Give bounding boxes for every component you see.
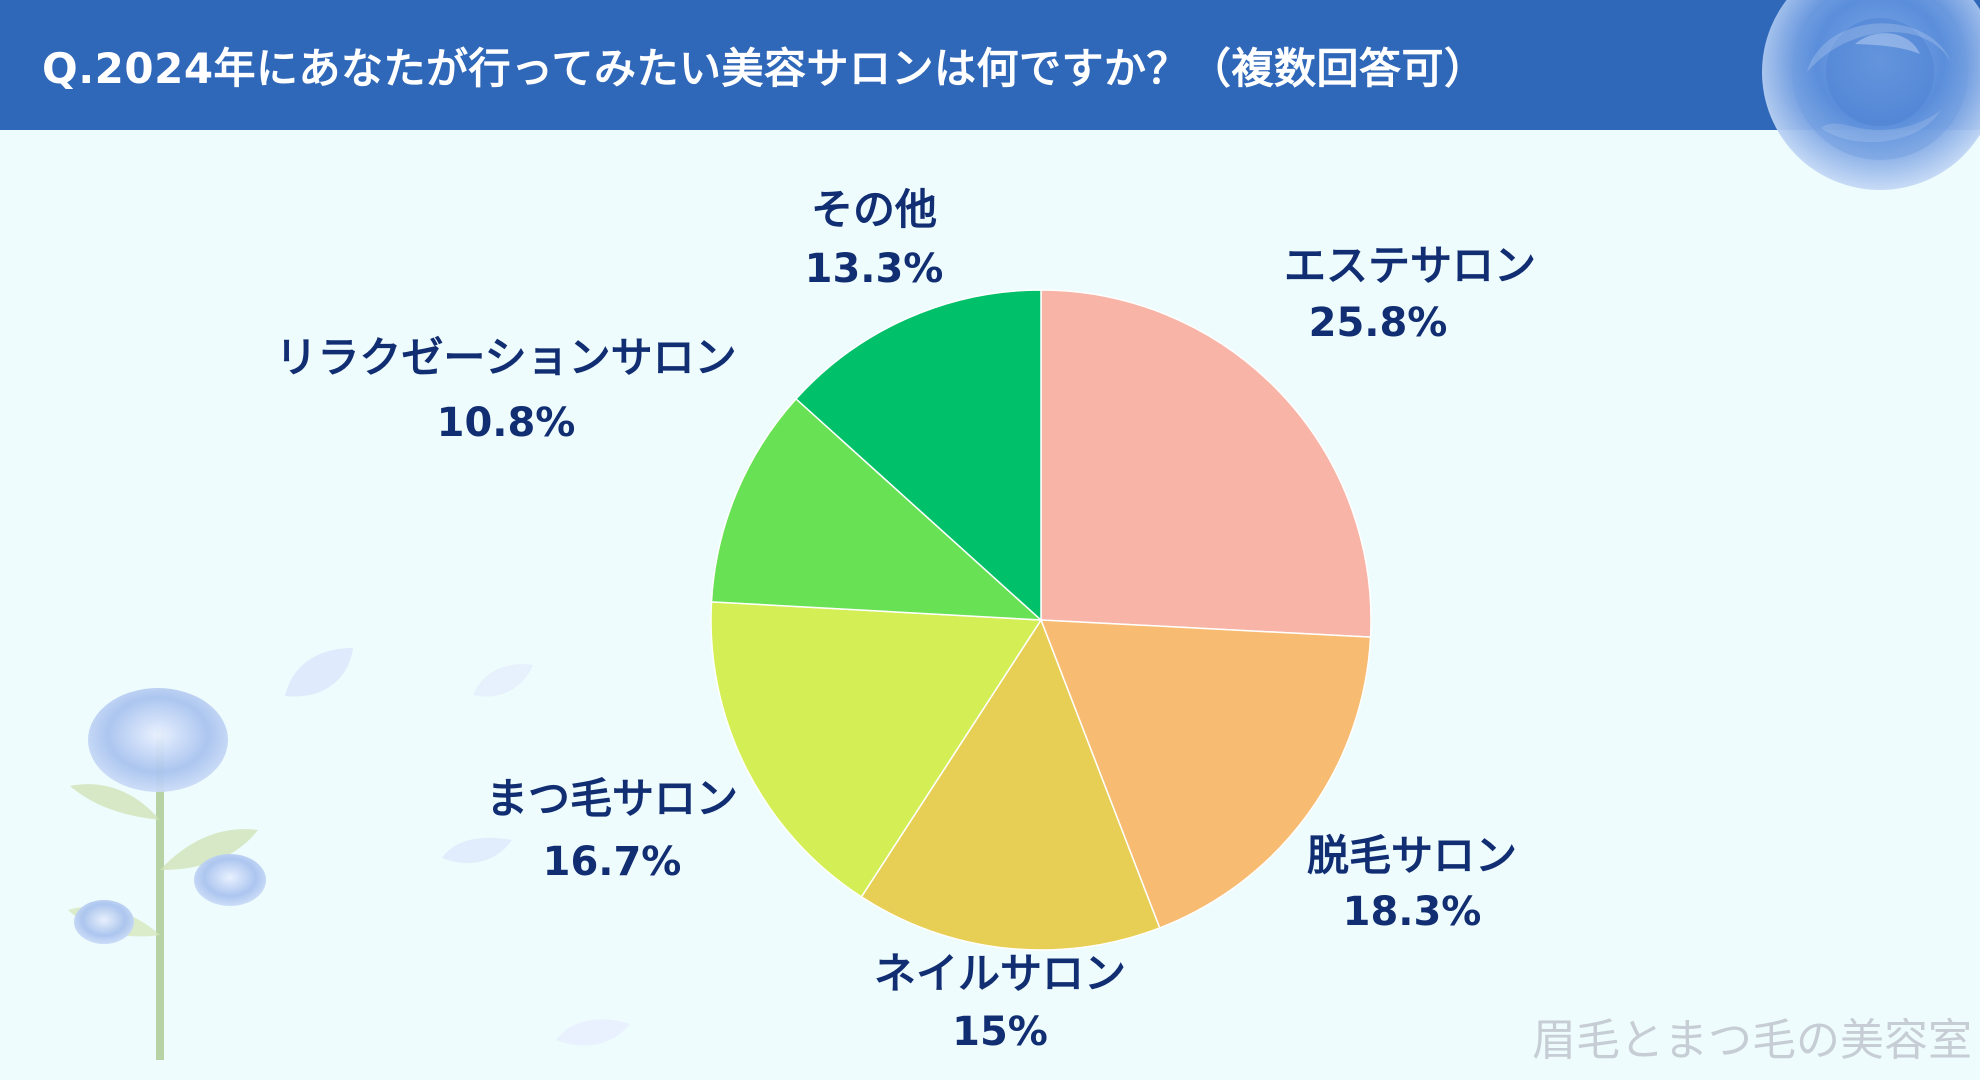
slice-label-nail: ネイルサロン <box>874 949 1126 998</box>
slice-value-hair-removal: 18.3% <box>1343 889 1482 935</box>
label-esthetic-salon: エステサロン 25.8% <box>1284 241 1536 346</box>
label-relaxation-salon: リラクゼーションサロン 10.8% <box>275 333 736 446</box>
slice-label-eyelash: まつ毛サロン <box>486 774 738 823</box>
watermark: 眉毛とまつ毛の美容室 <box>1532 1015 1972 1066</box>
slice-value-esthetic: 25.8% <box>1309 300 1448 346</box>
label-other: その他 13.3% <box>805 185 944 292</box>
pie-slice-0 <box>1040 289 1372 638</box>
pie-slice-4 <box>710 397 1044 621</box>
label-hair-removal-salon: 脱毛サロン 18.3% <box>1307 831 1517 935</box>
slice-label-relaxation: リラクゼーションサロン <box>275 333 736 382</box>
pie-slice-3 <box>710 601 1043 898</box>
page-title: Q.2024年にあなたが行ってみたい美容サロンは何ですか？（複数回答可） <box>42 43 1487 93</box>
slice-value-nail: 15% <box>952 1009 1048 1055</box>
pie-slices <box>710 289 1372 951</box>
slice-label-hair-removal: 脱毛サロン <box>1307 831 1517 880</box>
slice-label-other: その他 <box>811 185 937 234</box>
label-nail-salon: ネイルサロン 15% <box>874 949 1126 1055</box>
slice-value-other: 13.3% <box>805 246 944 292</box>
pie-slice-2 <box>860 618 1161 951</box>
slice-value-eyelash: 16.7% <box>543 839 682 885</box>
pie-slice-5 <box>794 289 1042 622</box>
label-eyelash-salon: まつ毛サロン 16.7% <box>486 774 738 885</box>
pie-slice-1 <box>1039 619 1372 929</box>
slice-value-relaxation: 10.8% <box>437 400 576 446</box>
slice-label-esthetic: エステサロン <box>1284 241 1536 290</box>
header-bar: Q.2024年にあなたが行ってみたい美容サロンは何ですか？（複数回答可） <box>0 0 1980 130</box>
